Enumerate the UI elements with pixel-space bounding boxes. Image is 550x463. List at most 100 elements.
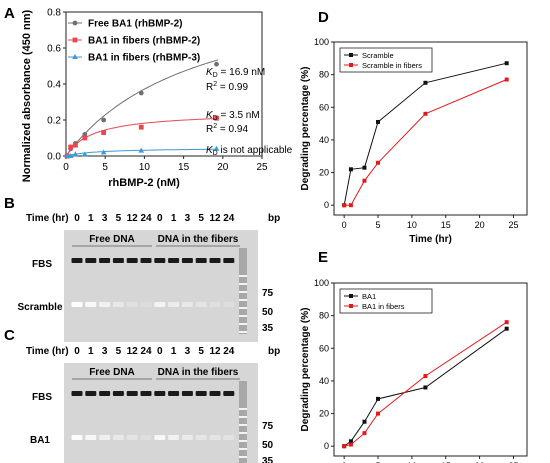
time-point-label: 24 <box>223 213 235 224</box>
dna-band <box>209 435 221 440</box>
series-1 <box>342 77 509 208</box>
ladder-lane <box>239 381 247 463</box>
data-point <box>423 111 428 116</box>
legend-label: BA1 in fibers <box>362 302 405 311</box>
group-label-fibers: DNA in the fibers <box>158 234 239 245</box>
series-0 <box>342 61 509 208</box>
dna-band <box>181 302 193 307</box>
data-point <box>348 439 353 444</box>
legend-item-1: BA1 in fibers (rhBMP-2) <box>68 36 200 47</box>
data-point <box>67 153 74 158</box>
time-point-label: 5 <box>116 213 122 224</box>
r2-superscript: 2 <box>213 123 217 130</box>
data-point <box>101 130 107 135</box>
time-point-label: 24 <box>140 346 152 357</box>
legend-item-1: Scramble in fibers <box>344 61 422 70</box>
kd-value: = 16.9 nM <box>218 67 266 78</box>
fbs-band <box>168 258 180 263</box>
ladder-band <box>239 440 247 442</box>
kd-subscript: D <box>213 150 218 157</box>
fbs-band <box>195 258 207 263</box>
time-point-label: 1 <box>171 346 177 357</box>
ladder-band <box>239 283 247 285</box>
time-point-label: 12 <box>127 346 139 357</box>
data-point <box>138 124 144 130</box>
ladder-band <box>239 291 247 293</box>
panel-label-d: D <box>318 9 329 26</box>
data-point <box>362 165 367 170</box>
x-axis-title: Time (hr) <box>409 234 452 245</box>
group-label-fibers: DNA in the fibers <box>158 367 239 378</box>
legend-box <box>339 47 433 73</box>
dna-band <box>140 302 152 307</box>
time-point-label: 1 <box>88 346 94 357</box>
fbs-band <box>126 258 138 263</box>
dna-band <box>195 302 207 307</box>
data-point <box>213 145 220 151</box>
time-point-label: 1 <box>88 213 94 224</box>
r2-value: = 0.94 <box>217 124 248 135</box>
panel-label-a: A <box>4 5 15 22</box>
time-point-label: 3 <box>185 213 191 224</box>
fbs-band <box>85 258 97 263</box>
r2-superscript: 2 <box>213 81 217 88</box>
ladder-marker-label: 50 <box>262 440 274 451</box>
legend-label: BA1 <box>362 292 376 301</box>
fbs-band <box>140 391 152 396</box>
time-point-label: 3 <box>102 213 108 224</box>
fbs-band <box>209 258 221 263</box>
time-point-label: 5 <box>198 346 204 357</box>
kd-subscript: D <box>213 72 218 79</box>
ladder-band <box>239 331 247 333</box>
plot-frame <box>333 282 528 457</box>
bp-unit-label: bp <box>268 213 280 224</box>
data-point <box>138 147 145 153</box>
row-label-sample: BA1 <box>30 435 50 446</box>
fbs-band <box>181 391 193 396</box>
legend-label: Scramble in fibers <box>362 61 422 70</box>
y-tick-label: 0.6 <box>47 44 61 55</box>
ladder-marker-label: 35 <box>262 456 274 463</box>
data-point <box>138 90 144 96</box>
time-point-label: 5 <box>198 213 204 224</box>
legend-item-0: Scramble <box>344 51 394 60</box>
bp-unit-label: bp <box>268 346 280 357</box>
data-point <box>214 115 219 121</box>
ladder-band <box>239 323 247 325</box>
dna-band <box>112 435 124 440</box>
dna-band <box>71 435 83 440</box>
group-label-free: Free DNA <box>89 367 135 378</box>
ladder-band <box>239 299 247 301</box>
ladder-band <box>239 275 247 277</box>
legend-item-1: BA1 in fibers <box>344 302 405 311</box>
group-label-free: Free DNA <box>89 234 135 245</box>
y-tick-label: 80 <box>319 70 329 80</box>
x-tick-label: 5 <box>376 461 381 463</box>
dna-band <box>223 435 235 440</box>
x-tick-label: 0 <box>342 461 347 463</box>
panel-label-e: E <box>318 249 328 266</box>
degradation-chart-scramble: 0 5 10 15 20 25 0 20 40 60 80 100 Time (hr) Degrading… <box>300 37 528 245</box>
data-point <box>423 80 428 85</box>
y-axis-title: Normalized absorbance (450 nm) <box>21 9 33 182</box>
time-point-label: 24 <box>140 213 152 224</box>
dna-band <box>154 302 166 307</box>
legend-item-2: BA1 in fibers (rhBMP-3) <box>68 53 200 64</box>
fbs-band <box>195 391 207 396</box>
kd-value: is not applicable <box>218 145 293 156</box>
data-point <box>362 431 367 436</box>
x-tick-label: 10 <box>139 162 151 173</box>
dna-band <box>126 302 138 307</box>
data-point <box>64 153 70 158</box>
x-tick-label: 15 <box>441 220 451 230</box>
fbs-band <box>99 391 111 396</box>
data-point <box>504 326 509 331</box>
data-point <box>214 61 219 67</box>
data-point <box>68 144 74 150</box>
fbs-band <box>112 258 124 263</box>
data-point <box>348 203 353 208</box>
x-tick-label: 0 <box>342 220 347 230</box>
x-tick-label: 25 <box>508 220 518 230</box>
